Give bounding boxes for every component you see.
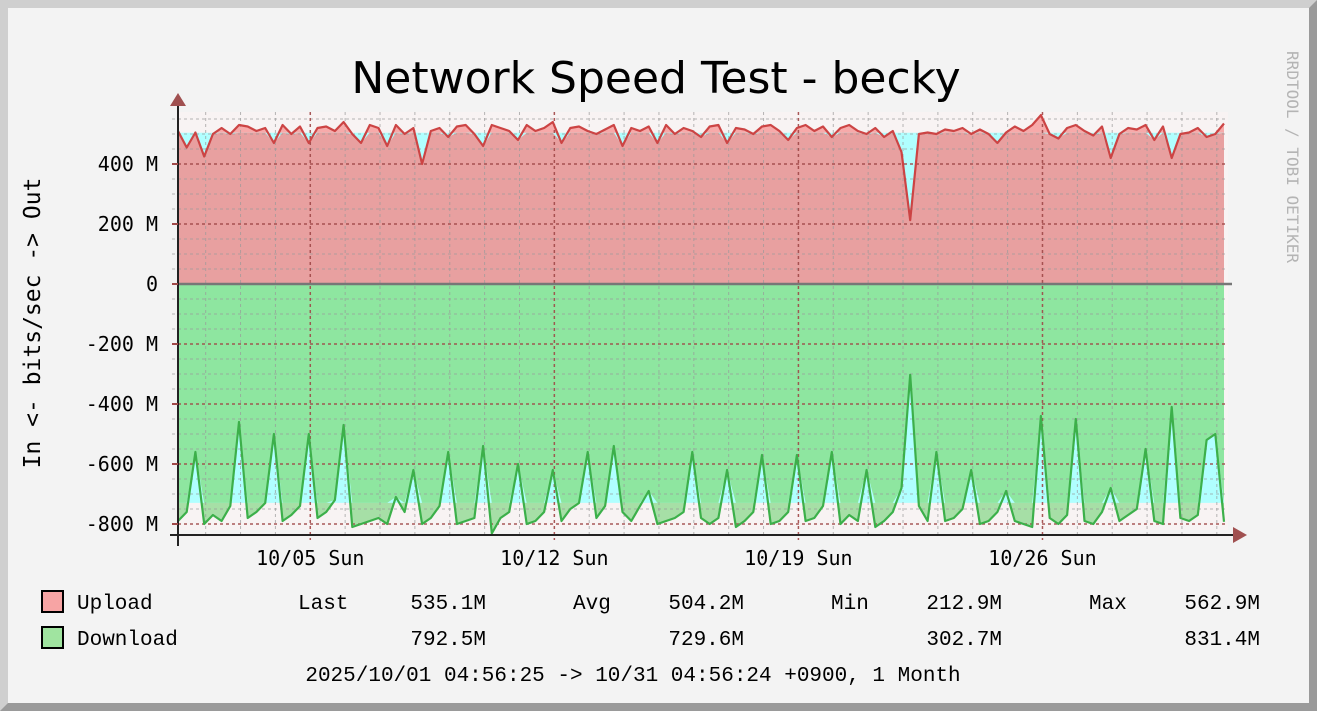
upload-area xyxy=(178,132,1224,284)
download-min: 302.7M xyxy=(926,629,1002,652)
y-tick-label: -400 M xyxy=(86,392,158,416)
x-tick-label: 10/12 Sun xyxy=(500,546,608,570)
y-tick-label: -200 M xyxy=(86,332,158,356)
y-tick-label: 400 M xyxy=(98,152,158,176)
upload-min: 212.9M xyxy=(926,593,1002,616)
y-tick-label: 0 xyxy=(146,272,158,296)
y-axis-label: In <- bits/sec -> Out xyxy=(20,178,46,469)
download-last: 792.5M xyxy=(410,629,486,652)
x-tick-label: 10/26 Sun xyxy=(988,546,1096,570)
x-tick-label: 10/05 Sun xyxy=(256,546,364,570)
download-avg: 729.6M xyxy=(668,629,744,652)
legend: Upload Last 535.1M Avg 504.2M Min 212.9M… xyxy=(41,590,1260,688)
legend-name-download: Download xyxy=(77,629,178,652)
chart-title: Network Speed Test - becky xyxy=(351,53,960,104)
plot-area xyxy=(170,93,1247,546)
x-axis-arrow-icon xyxy=(1233,527,1247,543)
y-tick-label: -800 M xyxy=(86,512,158,536)
legend-name-upload: Upload xyxy=(77,593,153,616)
time-range: 2025/10/01 04:56:25 -> 10/31 04:56:24 +0… xyxy=(305,665,960,688)
y-tick-label: -600 M xyxy=(86,452,158,476)
legend-swatch-upload xyxy=(41,590,64,613)
download-area xyxy=(178,284,1224,503)
upload-max: 562.9M xyxy=(1184,593,1260,616)
legend-swatch-download xyxy=(41,626,64,649)
legend-max-label: Max xyxy=(1089,593,1127,616)
upload-line xyxy=(177,113,1225,222)
y-axis-arrow-icon xyxy=(170,93,186,106)
download-line xyxy=(177,373,1226,535)
y-tick-label: 200 M xyxy=(98,212,158,236)
download-max: 831.4M xyxy=(1184,629,1260,652)
watermark: RRDTOOL / TOBI OETIKER xyxy=(1283,51,1302,263)
x-tick-label: 10/19 Sun xyxy=(744,546,852,570)
legend-last-label: Last xyxy=(298,593,348,616)
upload-last: 535.1M xyxy=(410,593,486,616)
x-tick-labels: 10/05 Sun 10/12 Sun 10/19 Sun 10/26 Sun xyxy=(256,546,1097,570)
legend-avg-label: Avg xyxy=(573,593,611,616)
y-tick-labels: 400 M 200 M 0 -200 M -400 M -600 M -800 M xyxy=(86,152,178,536)
upload-avg: 504.2M xyxy=(668,593,744,616)
legend-min-label: Min xyxy=(831,593,869,616)
